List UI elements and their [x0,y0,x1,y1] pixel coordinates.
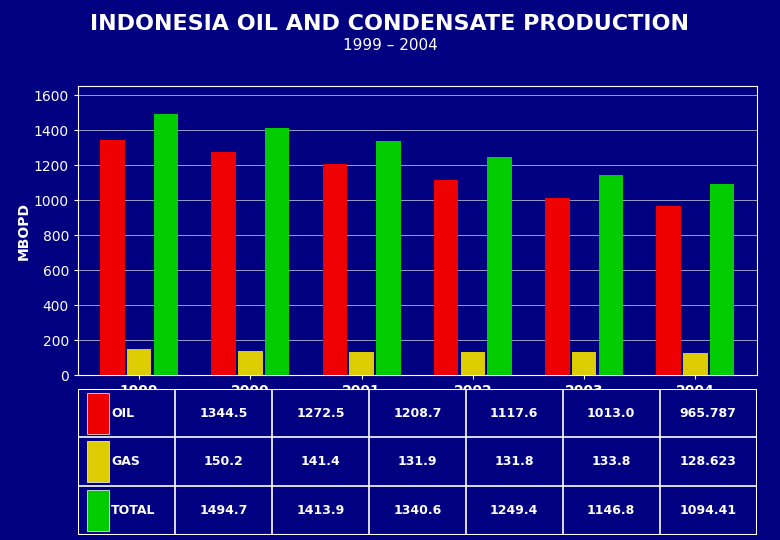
Bar [376,140,401,375]
Bar [545,198,569,375]
Text: 1146.8: 1146.8 [587,504,636,517]
Bar [211,152,236,375]
FancyBboxPatch shape [78,389,757,535]
Bar [488,157,512,375]
Text: 1344.5: 1344.5 [199,407,247,420]
Bar [127,349,151,375]
Bar [657,206,681,375]
Bar [87,441,109,482]
Text: 141.4: 141.4 [300,455,340,468]
Bar [461,352,485,375]
Text: 1094.41: 1094.41 [679,504,736,517]
Text: 1999 – 2004: 1999 – 2004 [342,38,438,53]
Y-axis label: MBOPD: MBOPD [17,202,31,260]
Text: 1340.6: 1340.6 [393,504,441,517]
Text: 1117.6: 1117.6 [490,407,538,420]
Bar [238,350,263,375]
Bar [710,184,734,375]
Bar [598,174,623,375]
Text: 128.623: 128.623 [679,455,736,468]
Text: 1494.7: 1494.7 [199,504,247,517]
Text: 1249.4: 1249.4 [490,504,538,517]
Text: 133.8: 133.8 [591,455,631,468]
Text: OIL: OIL [112,407,134,420]
Bar [154,113,178,375]
Bar [87,490,109,531]
Bar [349,352,374,375]
Bar [323,164,347,375]
Bar [101,140,125,375]
Bar [265,128,289,375]
Text: TOTAL: TOTAL [112,504,156,517]
Text: 131.9: 131.9 [398,455,437,468]
Text: 965.787: 965.787 [679,407,736,420]
Text: INDONESIA OIL AND CONDENSATE PRODUCTION: INDONESIA OIL AND CONDENSATE PRODUCTION [90,14,690,35]
Bar [87,393,109,434]
Text: 1013.0: 1013.0 [587,407,636,420]
Bar [683,353,707,375]
Bar [434,180,459,375]
Text: 1208.7: 1208.7 [393,407,441,420]
Text: 131.8: 131.8 [495,455,534,468]
Text: GAS: GAS [112,455,140,468]
Text: 1413.9: 1413.9 [296,504,345,517]
Bar [572,352,597,375]
Text: 1272.5: 1272.5 [296,407,345,420]
Text: 150.2: 150.2 [204,455,243,468]
